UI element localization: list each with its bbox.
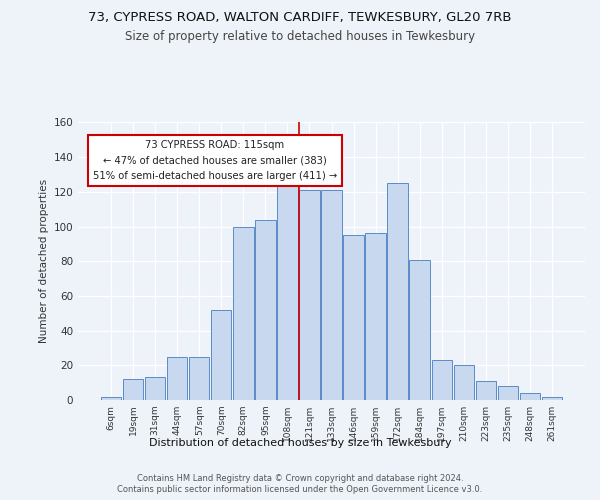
- Bar: [277, 174, 298, 400]
- Bar: [189, 356, 209, 400]
- Text: 73 CYPRESS ROAD: 115sqm
← 47% of detached houses are smaller (383)
51% of semi-d: 73 CYPRESS ROAD: 115sqm ← 47% of detache…: [92, 140, 337, 181]
- Bar: [343, 235, 364, 400]
- Bar: [167, 356, 187, 400]
- Text: 73, CYPRESS ROAD, WALTON CARDIFF, TEWKESBURY, GL20 7RB: 73, CYPRESS ROAD, WALTON CARDIFF, TEWKES…: [88, 11, 512, 24]
- Bar: [365, 234, 386, 400]
- Bar: [233, 226, 254, 400]
- Bar: [388, 183, 408, 400]
- Text: Distribution of detached houses by size in Tewkesbury: Distribution of detached houses by size …: [149, 438, 451, 448]
- Bar: [497, 386, 518, 400]
- Bar: [145, 378, 166, 400]
- Bar: [476, 381, 496, 400]
- Bar: [255, 220, 275, 400]
- Bar: [101, 396, 121, 400]
- Bar: [454, 366, 474, 400]
- Bar: [211, 310, 232, 400]
- Bar: [542, 396, 562, 400]
- Text: Contains HM Land Registry data © Crown copyright and database right 2024.: Contains HM Land Registry data © Crown c…: [137, 474, 463, 483]
- Bar: [123, 379, 143, 400]
- Text: Size of property relative to detached houses in Tewkesbury: Size of property relative to detached ho…: [125, 30, 475, 43]
- Text: Contains public sector information licensed under the Open Government Licence v3: Contains public sector information licen…: [118, 485, 482, 494]
- Bar: [520, 393, 540, 400]
- Y-axis label: Number of detached properties: Number of detached properties: [39, 179, 49, 344]
- Bar: [299, 190, 320, 400]
- Bar: [431, 360, 452, 400]
- Bar: [322, 190, 341, 400]
- Bar: [409, 260, 430, 400]
